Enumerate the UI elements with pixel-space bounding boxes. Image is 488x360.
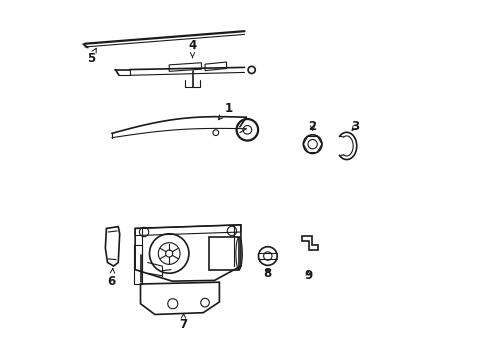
Text: 5: 5 bbox=[87, 48, 96, 64]
Text: 1: 1 bbox=[218, 102, 232, 120]
Text: 9: 9 bbox=[304, 269, 312, 282]
Text: 2: 2 bbox=[308, 120, 316, 133]
Text: 8: 8 bbox=[263, 267, 271, 280]
Text: 3: 3 bbox=[350, 121, 358, 134]
Text: 6: 6 bbox=[107, 269, 116, 288]
Text: 7: 7 bbox=[179, 314, 187, 331]
Text: 4: 4 bbox=[188, 39, 196, 58]
